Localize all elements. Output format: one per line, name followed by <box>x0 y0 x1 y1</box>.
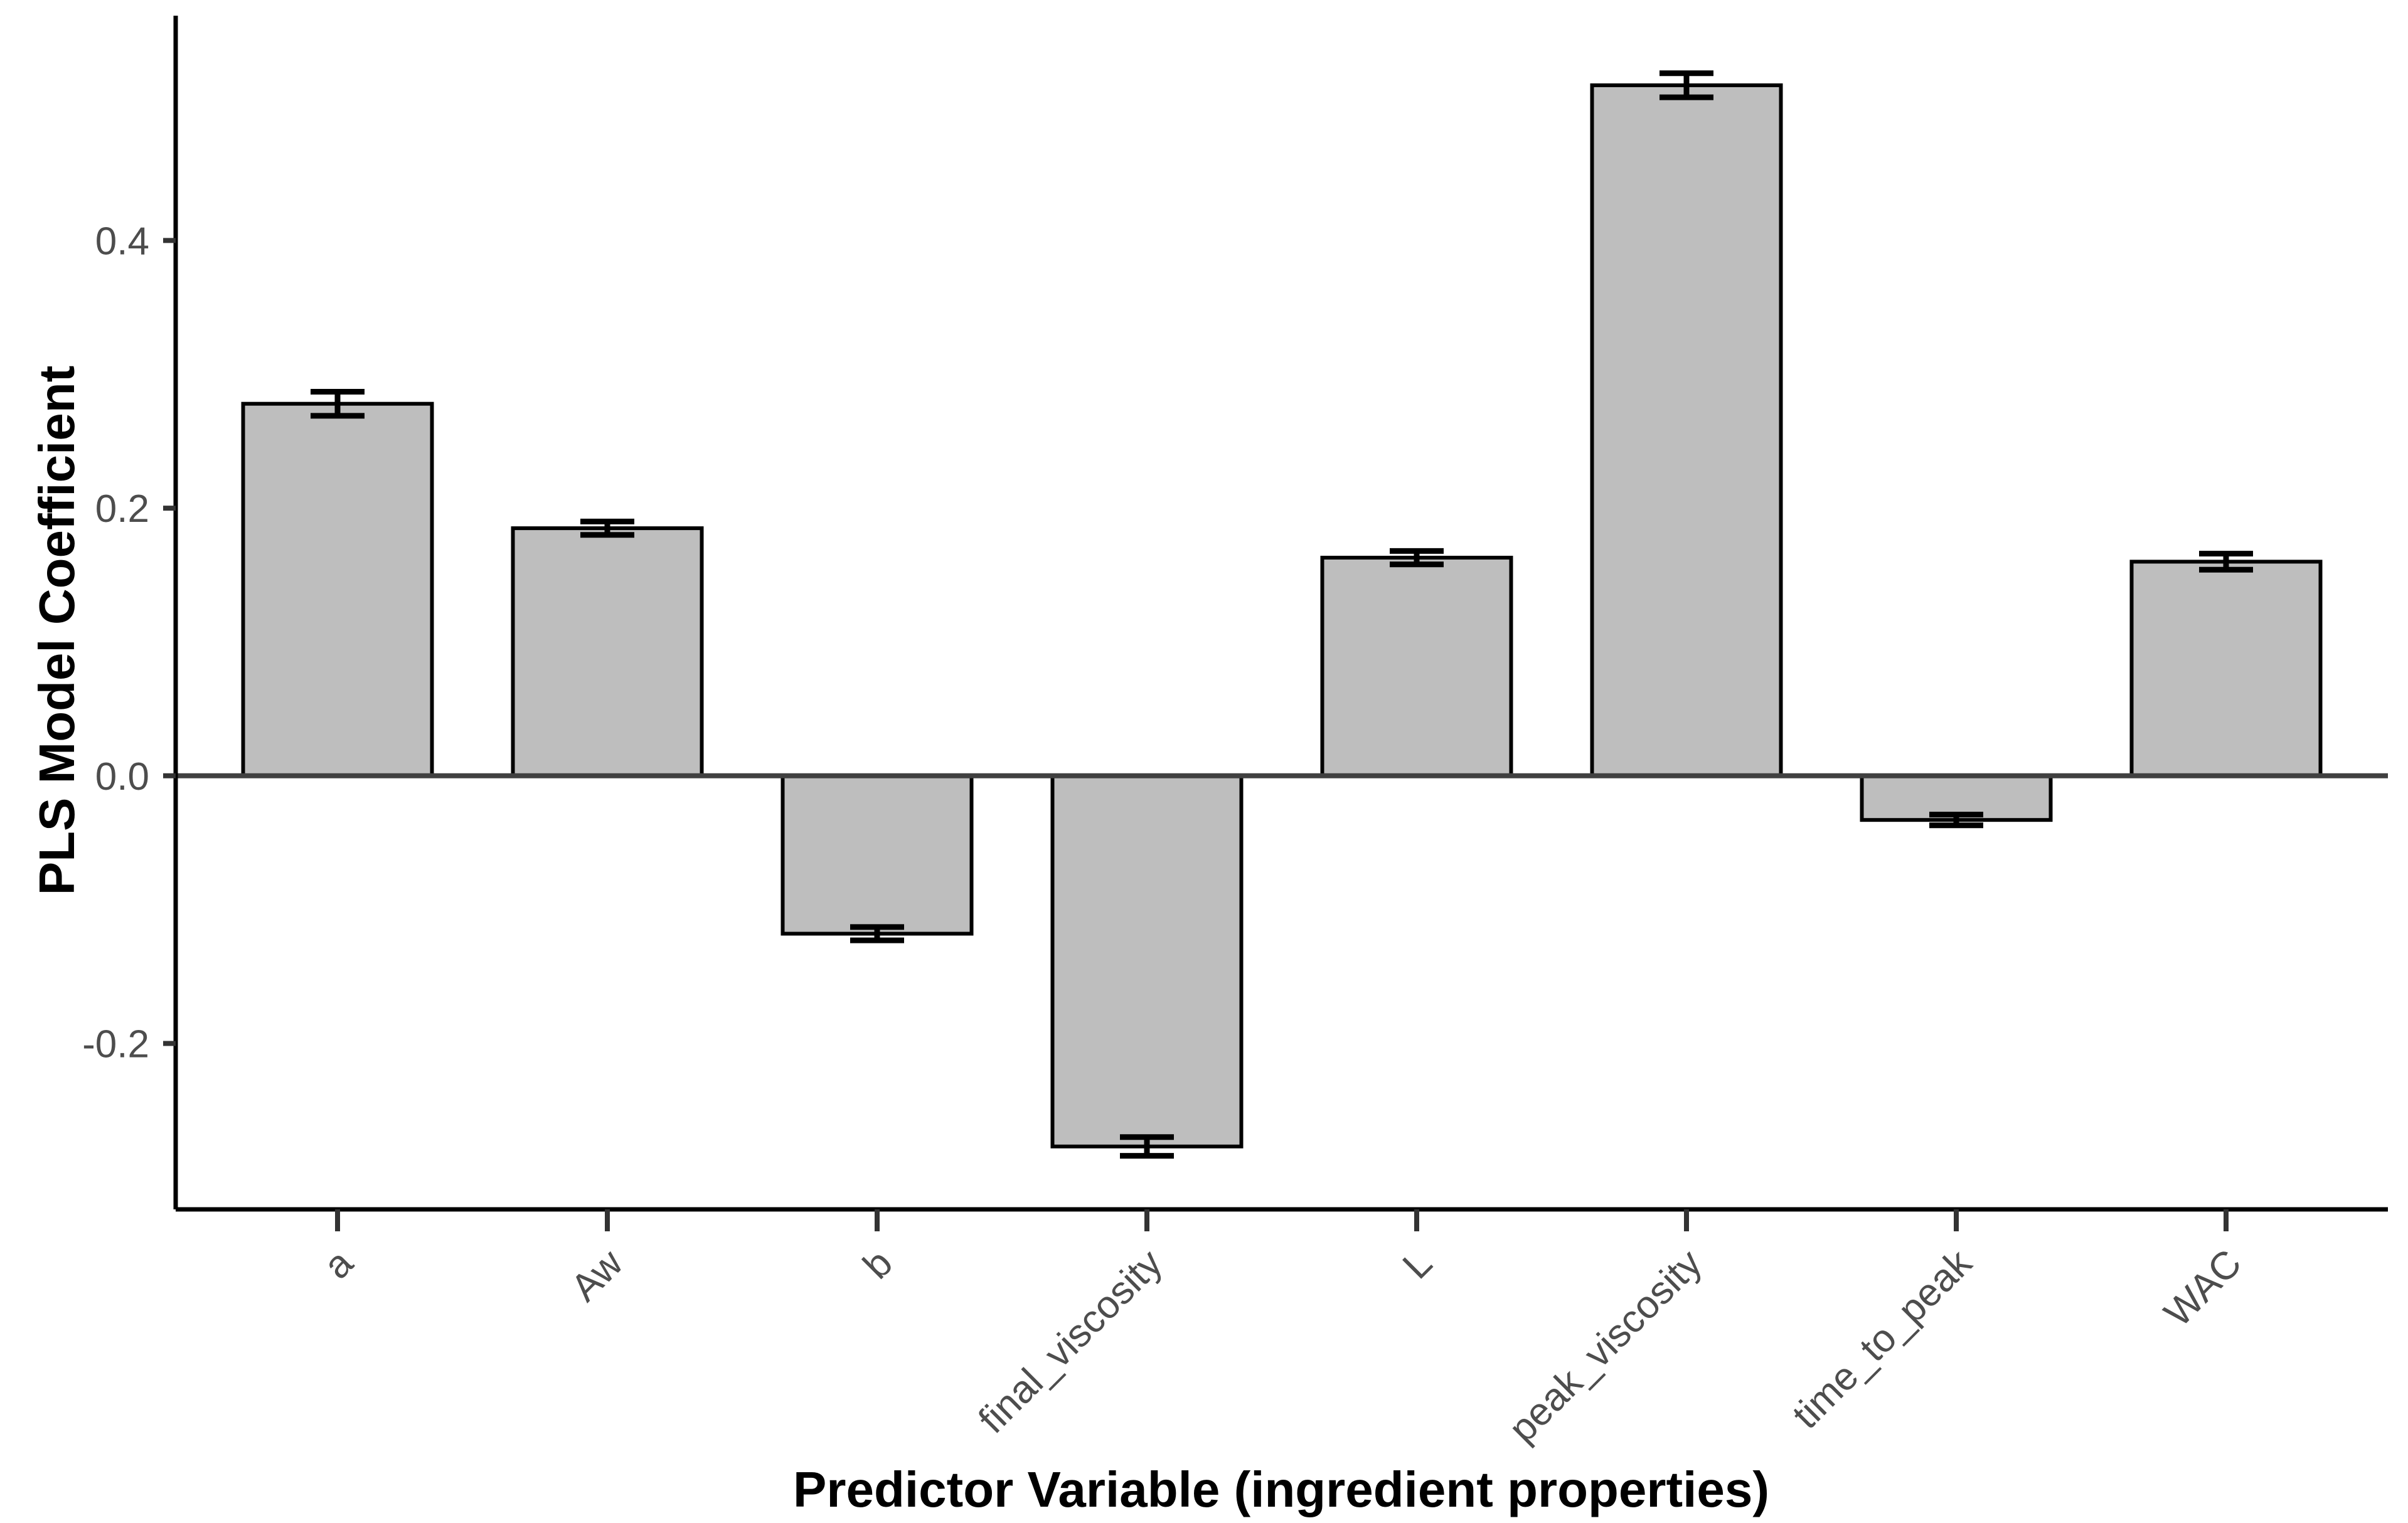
bar-Aw <box>511 526 704 778</box>
error-bar-Aw <box>580 518 634 538</box>
x-tick-label-final_viscosity: final_viscosity <box>971 1241 1171 1441</box>
error-bar-final_viscosity <box>1120 1134 1174 1159</box>
x-tick-label-Aw: Aw <box>563 1241 631 1310</box>
x-tick-label-WAC: WAC <box>2156 1241 2249 1335</box>
error-bar-L <box>1390 548 1444 568</box>
x-tick-label-time_to_peak: time_to_peak <box>1784 1241 1981 1437</box>
error-bar-b <box>850 924 904 943</box>
x-tick-label-a: a <box>316 1241 362 1288</box>
error-bar-peak_viscosity <box>1659 70 1713 100</box>
x-tick-label-b: b <box>855 1241 901 1287</box>
error-bar-a <box>311 388 365 419</box>
y-tick-label: 0.4 <box>95 220 149 263</box>
error-bar-time_to_peak <box>1929 812 1983 829</box>
y-axis-title: PLS Model Coefficient <box>29 366 85 896</box>
bar-L <box>1320 556 1513 778</box>
y-tick-label: -0.2 <box>82 1022 149 1066</box>
bar-WAC <box>2129 560 2323 778</box>
bar-peak_viscosity <box>1590 83 1783 778</box>
bar-a <box>241 401 434 778</box>
y-tick-label: 0.2 <box>95 487 149 531</box>
error-bar-WAC <box>2199 551 2253 573</box>
x-tick-label-L: L <box>1395 1241 1441 1287</box>
x-tick-label-peak_viscosity: peak_viscosity <box>1501 1241 1710 1451</box>
bar-b <box>780 773 974 936</box>
y-tick-label: 0.0 <box>95 755 149 799</box>
x-axis-title: Predictor Variable (ingredient propertie… <box>793 1462 1769 1517</box>
bar-final_viscosity <box>1050 773 1244 1149</box>
